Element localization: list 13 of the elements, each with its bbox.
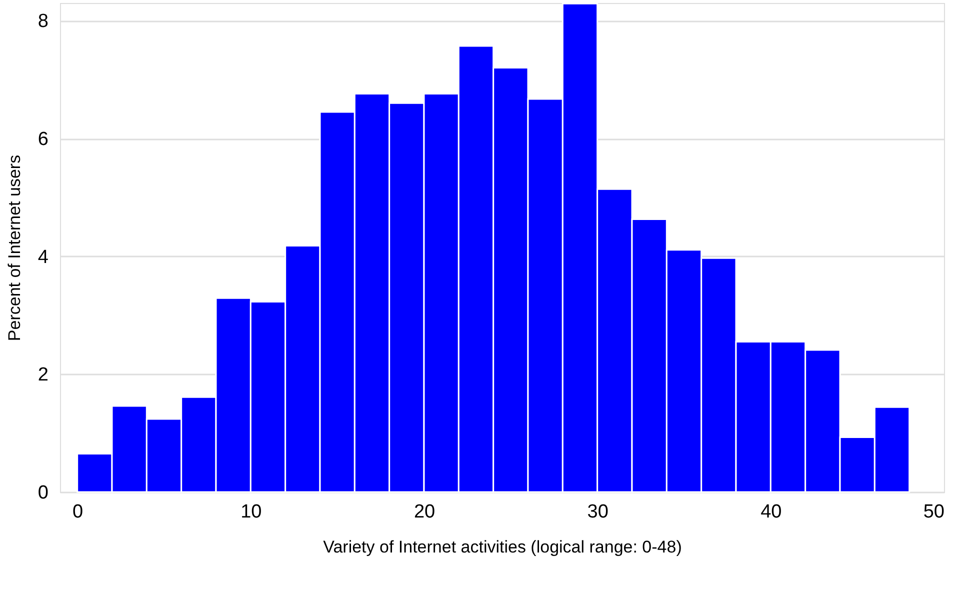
x-axis-title: Variety of Internet activities (logical range: 0-48) (323, 538, 682, 556)
y-tick-label: 6 (38, 129, 48, 150)
y-tick-label: 8 (38, 11, 48, 32)
x-tick-label: 40 (760, 502, 782, 522)
x-tick-label: 20 (414, 502, 436, 522)
y-tick-label: 2 (38, 364, 48, 386)
x-tick-label: 10 (240, 502, 262, 522)
y-axis-title: Percent of Internet users (4, 154, 24, 342)
x-tick-label: 0 (72, 502, 84, 522)
y-tick-label: 4 (38, 246, 49, 268)
x-tick-label: 50 (923, 502, 944, 522)
y-tick-label: 0 (38, 482, 48, 504)
x-tick-label: 30 (587, 502, 608, 522)
